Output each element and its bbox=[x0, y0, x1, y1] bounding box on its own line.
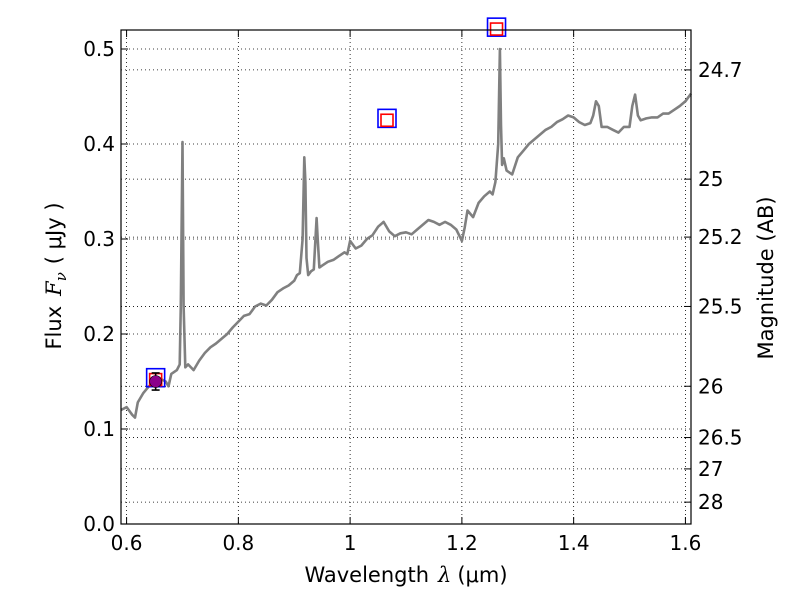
y-axis-label: FluxFν( μJy ) bbox=[42, 202, 70, 349]
blue-square-marker bbox=[377, 108, 397, 129]
y-tick-label: 0.1 bbox=[83, 417, 115, 441]
x-tick-label: 1.4 bbox=[558, 531, 590, 555]
x-tick-label: 1.2 bbox=[446, 531, 478, 555]
y2-tick-label: 26 bbox=[698, 374, 723, 398]
y2-tick-label: 27 bbox=[698, 457, 723, 481]
spectrum-series bbox=[120, 47, 693, 419]
red-square-marker bbox=[489, 22, 504, 36]
spectrum-line bbox=[120, 47, 693, 419]
x-tick-label: 1 bbox=[344, 531, 357, 555]
y-tick-label: 0.0 bbox=[83, 512, 115, 536]
x-tick-label: 0.8 bbox=[222, 531, 254, 555]
y-tick-label: 0.3 bbox=[83, 227, 115, 251]
x-tick-label: 0.6 bbox=[111, 531, 143, 555]
axis-ticks: 0.6 0.8 1 1.2 1.4 1.6 0.0 0.1 0.2 0.3 0.4 0.5 24.7 25… bbox=[83, 30, 743, 555]
blue-square-marker bbox=[486, 17, 507, 37]
y2-tick-label: 24.7 bbox=[698, 58, 743, 82]
plot-border bbox=[120, 29, 692, 525]
x-axis-label: Wavelength λ (μm) bbox=[304, 563, 507, 587]
y2-tick-label: 25.5 bbox=[698, 294, 743, 318]
data-point-marker bbox=[149, 375, 162, 388]
photometry-markers bbox=[145, 17, 507, 391]
y-tick-label: 0.4 bbox=[83, 132, 115, 156]
y-tick-label: 0.2 bbox=[83, 322, 115, 346]
y2-tick-label: 26.5 bbox=[698, 426, 743, 450]
x-tick-label: 1.6 bbox=[670, 531, 702, 555]
y2-axis-label: Magnitude (AB) bbox=[754, 196, 778, 359]
y-tick-label: 0.5 bbox=[83, 37, 115, 61]
grid bbox=[121, 30, 691, 525]
plot-frame bbox=[120, 29, 692, 525]
y2-tick-label: 25 bbox=[698, 167, 723, 191]
y2-tick-label: 28 bbox=[698, 490, 723, 514]
y2-tick-label: 25.2 bbox=[698, 225, 743, 249]
red-square-marker bbox=[380, 113, 394, 128]
